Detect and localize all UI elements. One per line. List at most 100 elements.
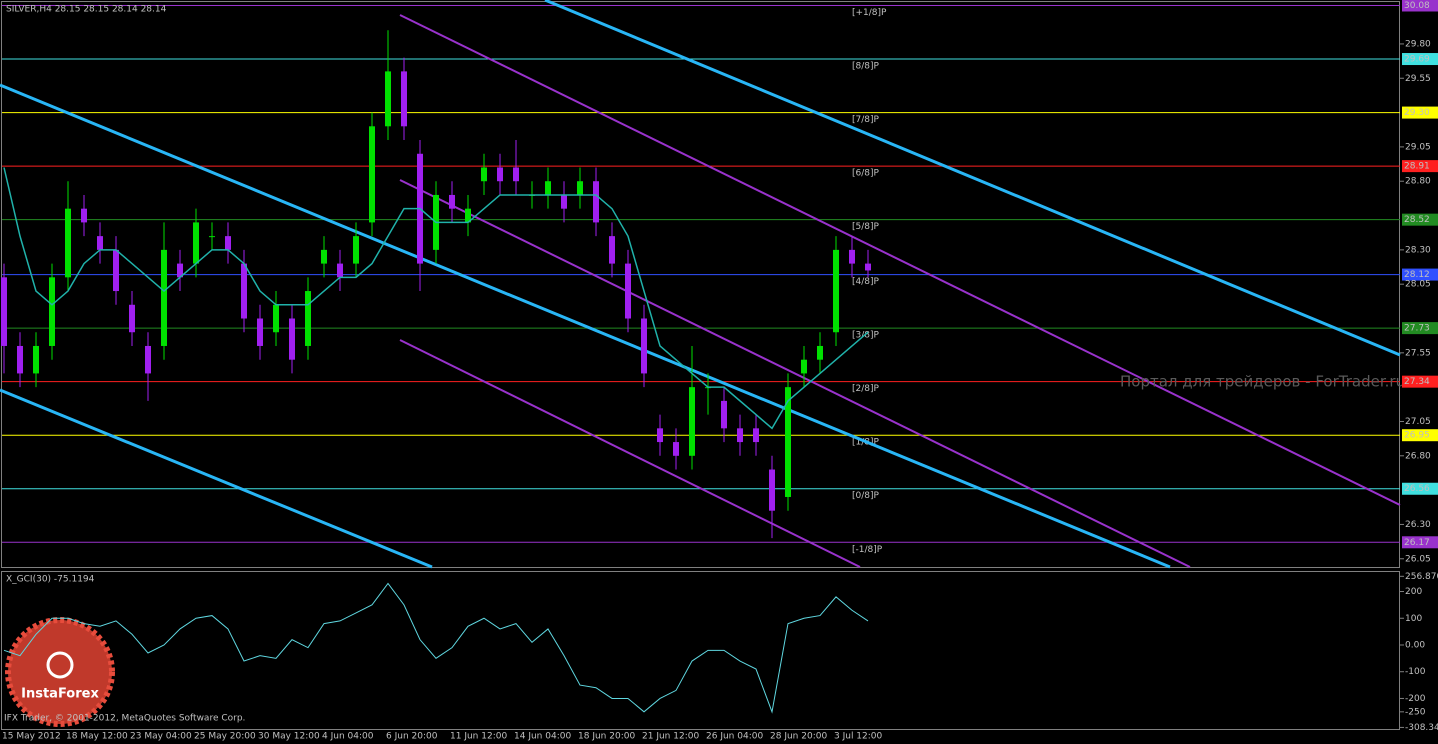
candle-body bbox=[753, 428, 759, 443]
level-value-label: 26.95 bbox=[1404, 431, 1430, 441]
candle-body bbox=[865, 263, 871, 271]
level-badge bbox=[1402, 482, 1438, 495]
channel-line bbox=[0, 388, 433, 569]
level-badge bbox=[1402, 0, 1438, 12]
level-badge bbox=[1402, 375, 1438, 388]
level-value-label: 27.73 bbox=[1404, 324, 1430, 334]
candle-body bbox=[321, 249, 327, 264]
candle-body bbox=[305, 291, 311, 346]
candle-body bbox=[625, 263, 631, 319]
candle-body bbox=[385, 71, 391, 127]
y-tick-label: 28.80 bbox=[1405, 177, 1431, 187]
y-tick-label: 26.30 bbox=[1405, 520, 1431, 530]
y-tick-label: 26.05 bbox=[1405, 554, 1431, 564]
candle-body bbox=[337, 263, 343, 278]
level-badge bbox=[1402, 429, 1438, 442]
indicator-title: X_GCI(30) -75.1194 bbox=[6, 575, 95, 585]
level-value-label: 26.17 bbox=[1404, 538, 1430, 548]
y-tick-label: 200 bbox=[1405, 587, 1422, 597]
candle-body bbox=[145, 345, 151, 374]
candle-body bbox=[513, 167, 519, 182]
level-value-label: 26.56 bbox=[1404, 484, 1430, 494]
logo-icon bbox=[46, 651, 74, 679]
candle-body bbox=[289, 318, 295, 360]
footer: IFX Trader, © 2001-2012, MetaQuotes Soft… bbox=[4, 714, 245, 724]
level-name: [5/8]P bbox=[852, 222, 880, 232]
candle-body bbox=[689, 387, 695, 456]
candle-body bbox=[561, 194, 567, 209]
level-badge bbox=[1402, 160, 1438, 173]
level-badge bbox=[1402, 536, 1438, 549]
level-value-label: 29.69 bbox=[1404, 55, 1430, 65]
x-tick-label: 21 Jun 12:00 bbox=[642, 732, 699, 742]
level-value-label: 28.12 bbox=[1404, 270, 1430, 280]
candle-body bbox=[497, 167, 503, 182]
candle-body bbox=[49, 277, 55, 346]
level-badge bbox=[1402, 106, 1438, 119]
x-tick-label: 15 May 2012 bbox=[2, 732, 61, 742]
y-tick-label: -308.349 bbox=[1405, 723, 1438, 733]
level-value-label: 30.08 bbox=[1404, 1, 1430, 11]
y-tick-label: 0.00 bbox=[1405, 640, 1425, 650]
candle-body bbox=[193, 222, 199, 264]
x-tick-label: 11 Jun 12:00 bbox=[450, 732, 507, 742]
candle-body bbox=[81, 208, 87, 223]
logo: InstaForex bbox=[5, 617, 115, 727]
candle-body bbox=[129, 304, 135, 333]
candle-body bbox=[641, 318, 647, 374]
y-tick-label: 28.05 bbox=[1405, 280, 1431, 290]
level-name: [-1/8]P bbox=[852, 545, 883, 555]
candle-body bbox=[97, 236, 103, 250]
level-value-label: 28.91 bbox=[1404, 162, 1430, 172]
level-name: [8/8]P bbox=[852, 62, 880, 72]
channel-line bbox=[544, 0, 1401, 357]
x-tick-label: 28 Jun 20:00 bbox=[770, 732, 827, 742]
x-tick-label: 25 May 20:00 bbox=[194, 732, 256, 742]
channels bbox=[0, 0, 1401, 569]
candle-body bbox=[209, 236, 215, 238]
logo-text: InstaForex bbox=[21, 687, 99, 702]
level-badge bbox=[1402, 322, 1438, 335]
y-tick-label: 256.870 bbox=[1405, 572, 1438, 582]
x-tick-label: 30 May 12:00 bbox=[258, 732, 320, 742]
candle-body bbox=[257, 318, 263, 346]
y-tick-label: 100 bbox=[1405, 614, 1422, 624]
channel-line bbox=[0, 83, 1171, 569]
x-tick-label: 26 Jun 04:00 bbox=[706, 732, 763, 742]
candle-body bbox=[177, 263, 183, 278]
candle-body bbox=[721, 400, 727, 429]
y-tick-label: 29.80 bbox=[1405, 39, 1431, 49]
level-value-label: 29.30 bbox=[1404, 108, 1430, 118]
indicator-frame bbox=[1, 571, 1400, 730]
y-tick-label: 29.55 bbox=[1405, 74, 1431, 84]
level-badge bbox=[1402, 53, 1438, 66]
candle-body bbox=[737, 428, 743, 443]
candle-body bbox=[593, 181, 599, 223]
watermark: Портал для трейдеров - ForTrader.ru bbox=[1120, 373, 1405, 391]
candle-body bbox=[833, 249, 839, 333]
x-tick-label: 18 May 12:00 bbox=[66, 732, 128, 742]
channel-line bbox=[399, 339, 861, 568]
level-value-label: 28.52 bbox=[1404, 215, 1430, 225]
candle-body bbox=[241, 263, 247, 319]
candle-body bbox=[65, 208, 71, 278]
candle-body bbox=[449, 194, 455, 209]
channel-line bbox=[399, 14, 1401, 506]
moving-average bbox=[3, 167, 869, 430]
level-name: [7/8]P bbox=[852, 115, 880, 125]
candle-body bbox=[657, 428, 663, 443]
x-tick-label: 4 Jun 04:00 bbox=[322, 732, 374, 742]
candle-body bbox=[769, 469, 775, 511]
level-name: [4/8]P bbox=[852, 277, 880, 287]
level-name: [3/8]P bbox=[852, 331, 880, 341]
candle-body bbox=[465, 208, 471, 223]
candle-body bbox=[609, 236, 615, 264]
candle-body bbox=[113, 249, 119, 292]
y-tick-label: -250 bbox=[1405, 707, 1426, 717]
candle-body bbox=[673, 442, 679, 456]
y-tick-label: 27.55 bbox=[1405, 348, 1431, 358]
logo-badge bbox=[5, 617, 115, 727]
y-tick-label: 28.30 bbox=[1405, 245, 1431, 255]
y-tick-label: 26.80 bbox=[1405, 451, 1431, 461]
